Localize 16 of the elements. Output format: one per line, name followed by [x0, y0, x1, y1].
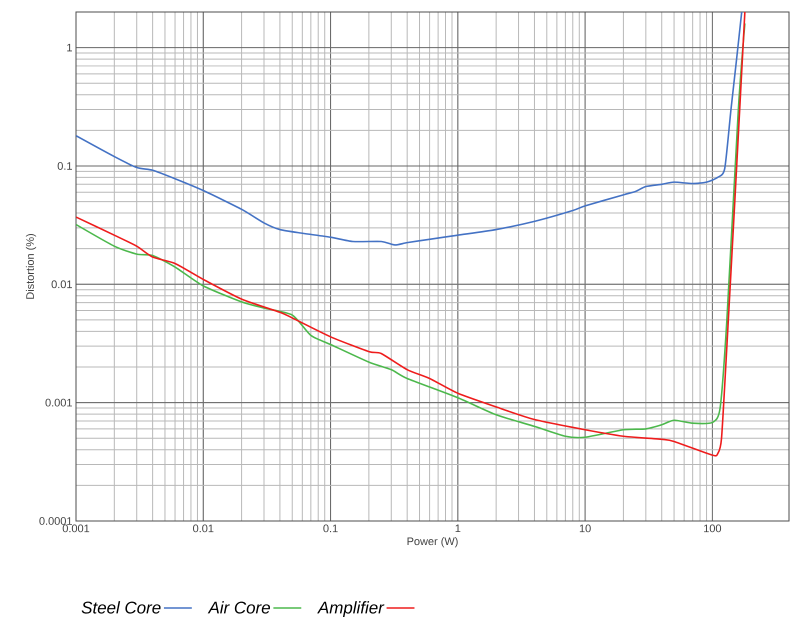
- legend-label: Air Core: [208, 601, 270, 614]
- x-tick-label: 1: [456, 524, 460, 532]
- y-axis-title: Distortion (%): [26, 234, 36, 299]
- x-tick-label: 0.001: [62, 524, 90, 532]
- x-tick-label: 0.1: [323, 524, 338, 532]
- y-tick-label: 0.1: [58, 162, 72, 170]
- x-tick-label: 10: [580, 524, 591, 532]
- y-tick-label: 0.01: [52, 280, 72, 288]
- y-tick-label: 0.001: [45, 398, 72, 407]
- x-tick-label: 100: [704, 524, 722, 532]
- y-tick-label: 0.0001: [39, 517, 72, 525]
- y-tick-label: 1: [67, 44, 72, 52]
- x-axis-title: Power (W): [408, 537, 458, 548]
- x-tick-label: 0.01: [193, 524, 214, 532]
- legend-label: Steel Core: [82, 601, 161, 614]
- legend-label: Amplifier: [317, 601, 384, 617]
